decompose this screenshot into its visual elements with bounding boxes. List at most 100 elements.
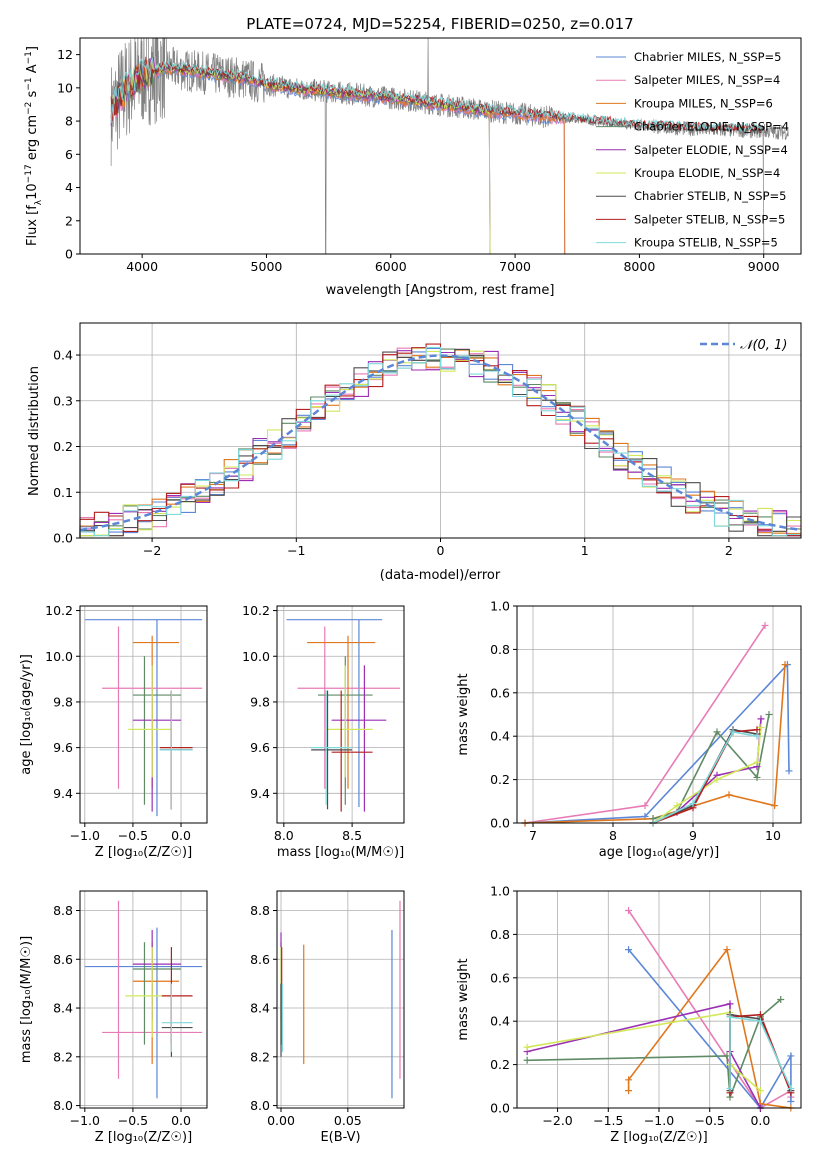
y-tick-label: 0.8 [490, 642, 510, 657]
weight-marker [523, 1043, 531, 1051]
weight-marker [771, 802, 779, 810]
weight-marker [785, 767, 793, 775]
x-tick-label: 7000 [499, 259, 531, 274]
legend-label: Kroupa ELODIE, N_SSP=4 [634, 166, 780, 180]
weight-line [524, 662, 790, 824]
x-axis-label: age [log₁₀(age/yr)] [599, 845, 720, 860]
x-tick-label: 1 [581, 543, 589, 558]
y-tick-label: 0.0 [490, 816, 510, 831]
axes-frame [516, 605, 802, 824]
y-tick-label: 0.6 [490, 685, 510, 700]
x-axis-label: Z [log₁₀(Z/Z☉)] [95, 845, 192, 860]
y-axis-label: mass [log₁₀(M/M☉)] [19, 936, 34, 1063]
x-axis-label: Z [log₁₀(Z/Z☉)] [610, 1130, 707, 1145]
weight-marker [625, 907, 633, 915]
legend-nssp: N_SSP=4 [736, 120, 789, 134]
weight-marker [787, 1052, 795, 1060]
legend-label: Kroupa STELIB, N_SSP=5 [634, 236, 778, 250]
x-axis-label: Z [log₁₀(Z/Z☉)] [95, 1130, 192, 1145]
x-tick-label: 5000 [251, 259, 283, 274]
y-tick-label: 0 [65, 247, 73, 262]
spectrum-title: PLATE=0724, MJD=52254, FIBERID=0250, z=0… [246, 15, 633, 33]
axes-frame [276, 890, 405, 1109]
x-tick-label: 0.00 [267, 1113, 295, 1128]
weight-marker [713, 728, 721, 736]
x-tick-label: 4000 [126, 259, 158, 274]
weight-line [652, 727, 762, 824]
legend-label: Salpeter ELODIE, N_SSP=4 [634, 143, 788, 157]
x-tick-label: −1.0 [644, 1113, 674, 1128]
x-tick-label: 10 [765, 828, 781, 843]
small-panels: −1.0 −0.5 0.0 9.4 9.6 9.8 10.0 10.2 Z [log₁₀(Z/Z… [19, 599, 802, 1145]
legend-label: Chabrier STELIB, N_SSP=5 [634, 189, 786, 203]
y-tick-label: 9.6 [53, 740, 73, 755]
y-tick-label: 0.1 [53, 485, 73, 500]
weight-marker [757, 715, 765, 723]
weight-marker [765, 711, 773, 718]
weight-line [729, 1015, 792, 1089]
y-tick-label: 8.8 [53, 903, 73, 918]
y-tick-label: 2 [65, 213, 73, 228]
y-tick-label: 8.0 [250, 1098, 270, 1113]
weight-marker [753, 732, 761, 740]
weight-marker [781, 661, 789, 669]
weight-marker [756, 1017, 764, 1025]
x-tick-label: −0.5 [118, 1113, 148, 1128]
x-tick-label: 6000 [375, 259, 407, 274]
panel-massweight-vs-age: 7 8 9 10 0.0 0.2 0.4 0.6 0.8 1.0 age [log₁₀(age/yr… [456, 599, 802, 860]
y-tick-label: 8.6 [250, 952, 270, 967]
panel-age-vs-Z: −1.0 −0.5 0.0 9.4 9.6 9.8 10.0 10.2 Z [log₁₀(Z/Z… [19, 603, 208, 860]
weight-marker [753, 726, 761, 734]
x-tick-label: 0.05 [334, 1113, 362, 1128]
x-tick-label: −2 [143, 543, 161, 558]
y-tick-label: 9.4 [250, 786, 270, 801]
legend-label: Salpeter MILES, N_SSP=4 [634, 73, 780, 87]
x-tick-label: −1.0 [70, 1113, 100, 1128]
weight-line [652, 731, 758, 824]
histogram-xlabel: (data-model)/error [380, 568, 501, 583]
y-tick-label: 12 [57, 47, 73, 62]
weight-marker [753, 773, 761, 781]
x-tick-label: 9000 [748, 259, 780, 274]
y-tick-label: 6 [65, 147, 73, 162]
spectrum-panel: PLATE=0724, MJD=52254, FIBERID=0250, z=0… [24, 15, 802, 298]
histogram-plot-area: −2 −1 0 1 2 0.0 0.1 0.2 0.3 0.4 [53, 322, 802, 558]
y-tick-label: 8.8 [250, 903, 270, 918]
y-axis-label: age [log₁₀(age/yr)] [19, 654, 34, 775]
x-tick-label: 2 [725, 543, 733, 558]
x-tick-label: −0.5 [695, 1113, 725, 1128]
y-tick-label: 9.6 [250, 740, 270, 755]
histogram-ylabel: Normed distribution [27, 366, 42, 496]
y-tick-label: 10.0 [45, 649, 73, 664]
weight-marker [625, 1087, 633, 1095]
y-tick-label: 0.3 [53, 393, 73, 408]
x-tick-label: 0.0 [171, 1113, 191, 1128]
axes-frame [79, 37, 802, 255]
model-spectrum-line [110, 59, 491, 254]
weight-marker [726, 1000, 734, 1008]
y-tick-label: 9.8 [250, 694, 270, 709]
weight-marker [726, 1013, 734, 1021]
histogram-legend: 𝒩(0, 1) [700, 338, 787, 353]
y-tick-label: 9.8 [53, 694, 73, 709]
legend-model-name: Salpeter MILES, [634, 73, 727, 87]
y-tick-label: 0.2 [490, 1057, 510, 1072]
y-tick-label: 10.0 [242, 649, 270, 664]
weight-marker [625, 946, 633, 954]
spectrum-ylabel: Flux [fλ10−17 erg cm−2 s−1 A−1] [24, 46, 44, 246]
y-tick-label: 8.2 [53, 1049, 73, 1064]
y-tick-label: 0.4 [490, 1014, 510, 1029]
x-tick-label: 0.0 [750, 1113, 770, 1128]
y-tick-label: 8.2 [250, 1049, 270, 1064]
panel-massweight-vs-Z: −2.0 −1.5 −1.0 −0.5 0.0 0.0 0.2 0.4 0.6 0.8 1.0 Z [… [456, 884, 802, 1145]
x-tick-label: −1 [287, 543, 305, 558]
histogram-legend-label: 𝒩(0, 1) [740, 338, 787, 353]
legend-nssp: N_SSP=5 [725, 236, 778, 250]
spectrum-lines [110, 38, 789, 254]
y-tick-label: 8.0 [53, 1098, 73, 1113]
weight-marker [689, 799, 697, 807]
axes-frame [516, 890, 802, 1109]
y-tick-label: 0.0 [53, 531, 73, 546]
y-tick-label: 0.2 [490, 772, 510, 787]
